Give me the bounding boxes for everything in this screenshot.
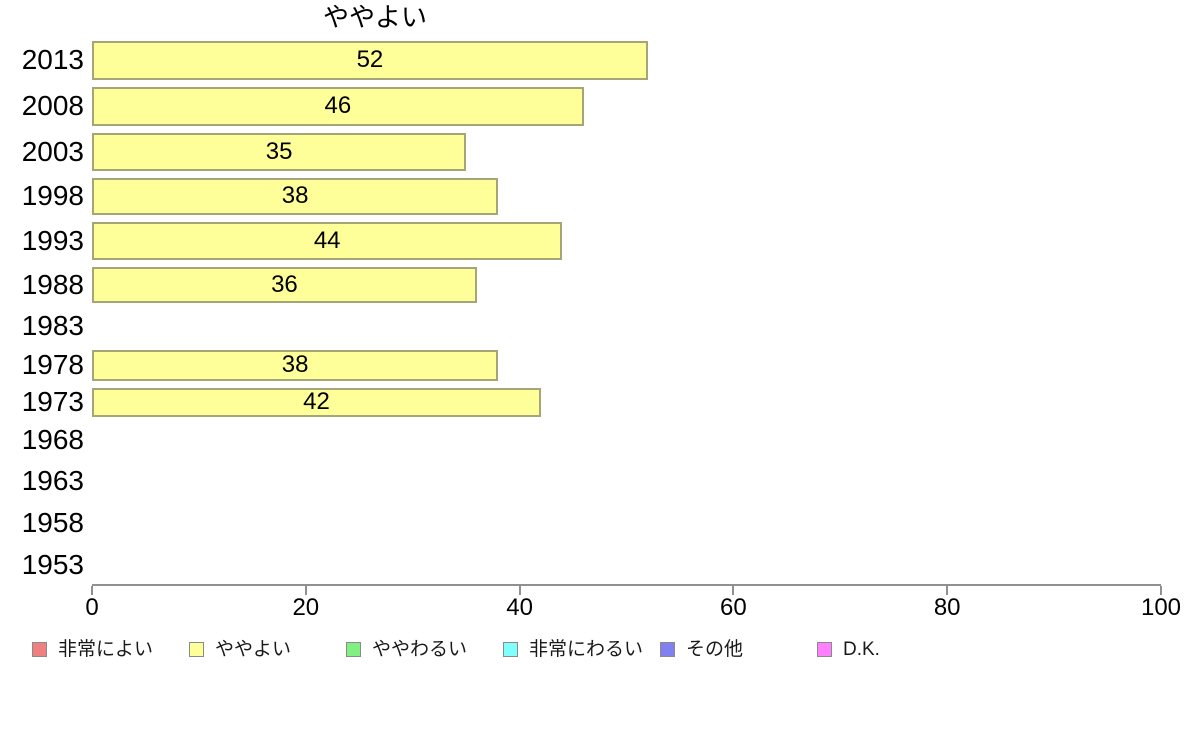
year-label: 1983 [21, 310, 84, 341]
chart-row: 1993 44 [0, 218, 1188, 263]
chart-row: 1963 [0, 460, 1188, 502]
year-label: 1968 [21, 424, 84, 455]
bar-area: 35 [92, 129, 1161, 174]
year-label: 1953 [21, 548, 84, 580]
bar-area: 52 [92, 37, 1161, 83]
legend-label: ややわるい [372, 639, 468, 660]
chart-row: 1978 38 [0, 346, 1188, 384]
x-axis-tick-label: 0 [85, 594, 99, 621]
year-label: 2013 [21, 44, 84, 75]
chart-row: 1953 [0, 544, 1188, 585]
chart-row: 1988 36 [0, 263, 1188, 306]
chart-title: ややよい [322, 2, 427, 32]
legend-swatch [32, 642, 47, 657]
year-label: 1993 [21, 224, 84, 256]
legend-item: 非常によい [32, 640, 189, 659]
chart-plot-area: 2013 52 2008 46 2003 35 1998 38 1993 44 1988 36 1983… [0, 37, 1188, 585]
legend-label: その他 [686, 639, 744, 660]
chart-row: 1998 38 [0, 174, 1188, 218]
legend-item: D.K. [817, 640, 974, 659]
year-label: 1998 [21, 180, 84, 211]
bar: 44 [92, 221, 563, 260]
bar-area [92, 544, 1161, 585]
legend-label: 非常によい [58, 639, 154, 660]
x-axis-tick [518, 586, 521, 595]
year-label: 1978 [21, 349, 84, 380]
year-label: 1973 [21, 386, 84, 417]
year-label: 1963 [21, 465, 84, 496]
legend-swatch [346, 642, 361, 657]
bar-area [92, 460, 1161, 502]
bar-area [92, 306, 1161, 346]
bar-area [92, 420, 1161, 460]
chart-row: 2008 46 [0, 83, 1188, 129]
legend-swatch [189, 642, 204, 657]
x-axis-tick-label: 40 [506, 594, 533, 621]
x-axis-tick [946, 586, 949, 595]
x-axis-tick [91, 586, 93, 595]
bar: 42 [92, 387, 541, 417]
bar: 38 [92, 177, 499, 215]
bar: 46 [92, 86, 584, 126]
bar-value-label: 44 [313, 226, 341, 254]
chart-row: 1983 [0, 306, 1188, 346]
bar-value-label: 38 [281, 182, 309, 209]
bar-value-label: 36 [271, 270, 298, 298]
legend-swatch [817, 642, 832, 657]
year-label: 1958 [21, 507, 84, 538]
x-axis-tick [1160, 586, 1162, 595]
bar-value-label: 35 [265, 137, 293, 165]
x-axis-tick [732, 586, 735, 595]
year-label: 2003 [21, 135, 84, 167]
legend-label: ややよい [215, 639, 292, 660]
x-axis-tick-label: 60 [720, 594, 747, 621]
chart-row: 1958 [0, 502, 1188, 544]
bar-area: 38 [92, 346, 1161, 384]
bar-value-label: 52 [356, 46, 384, 73]
bar-area: 46 [92, 83, 1161, 129]
bar-area: 44 [92, 218, 1161, 263]
legend-item: ややよい [189, 640, 346, 659]
bar-area: 42 [92, 384, 1161, 420]
bar: 52 [92, 40, 648, 80]
legend-item: 非常にわるい [503, 640, 660, 659]
chart-row: 2013 52 [0, 37, 1188, 83]
year-label: 1988 [21, 268, 84, 300]
legend-label: D.K. [843, 639, 880, 660]
x-axis-tick-label: 20 [292, 594, 320, 621]
bar: 35 [92, 132, 467, 171]
legend-swatch [660, 642, 675, 657]
chart-row: 2003 35 [0, 129, 1188, 174]
x-axis-line [92, 584, 1161, 586]
bar-area: 38 [92, 174, 1161, 218]
bar-area: 36 [92, 263, 1161, 306]
legend-label: 非常にわるい [529, 639, 644, 660]
legend: 非常によい ややよい ややわるい 非常にわるい その他 D.K. [32, 640, 974, 659]
bar: 38 [92, 349, 499, 381]
bar: 36 [92, 266, 477, 303]
x-axis: 0 20 40 60 80 100 [85, 584, 1181, 624]
chart-row: 1973 42 [0, 384, 1188, 420]
legend-item: ややわるい [346, 640, 503, 659]
legend-swatch [503, 642, 518, 657]
x-axis-tick [304, 586, 307, 595]
chart-row: 1968 [0, 420, 1188, 460]
bar-value-label: 46 [324, 92, 352, 119]
x-axis-tick-label: 100 [1140, 594, 1182, 621]
year-label: 2008 [21, 90, 84, 121]
x-axis-tick-label: 80 [933, 594, 961, 621]
bar-value-label: 38 [281, 351, 309, 378]
bar-area [92, 502, 1161, 544]
bar-value-label: 42 [303, 388, 330, 415]
legend-item: その他 [660, 640, 817, 659]
